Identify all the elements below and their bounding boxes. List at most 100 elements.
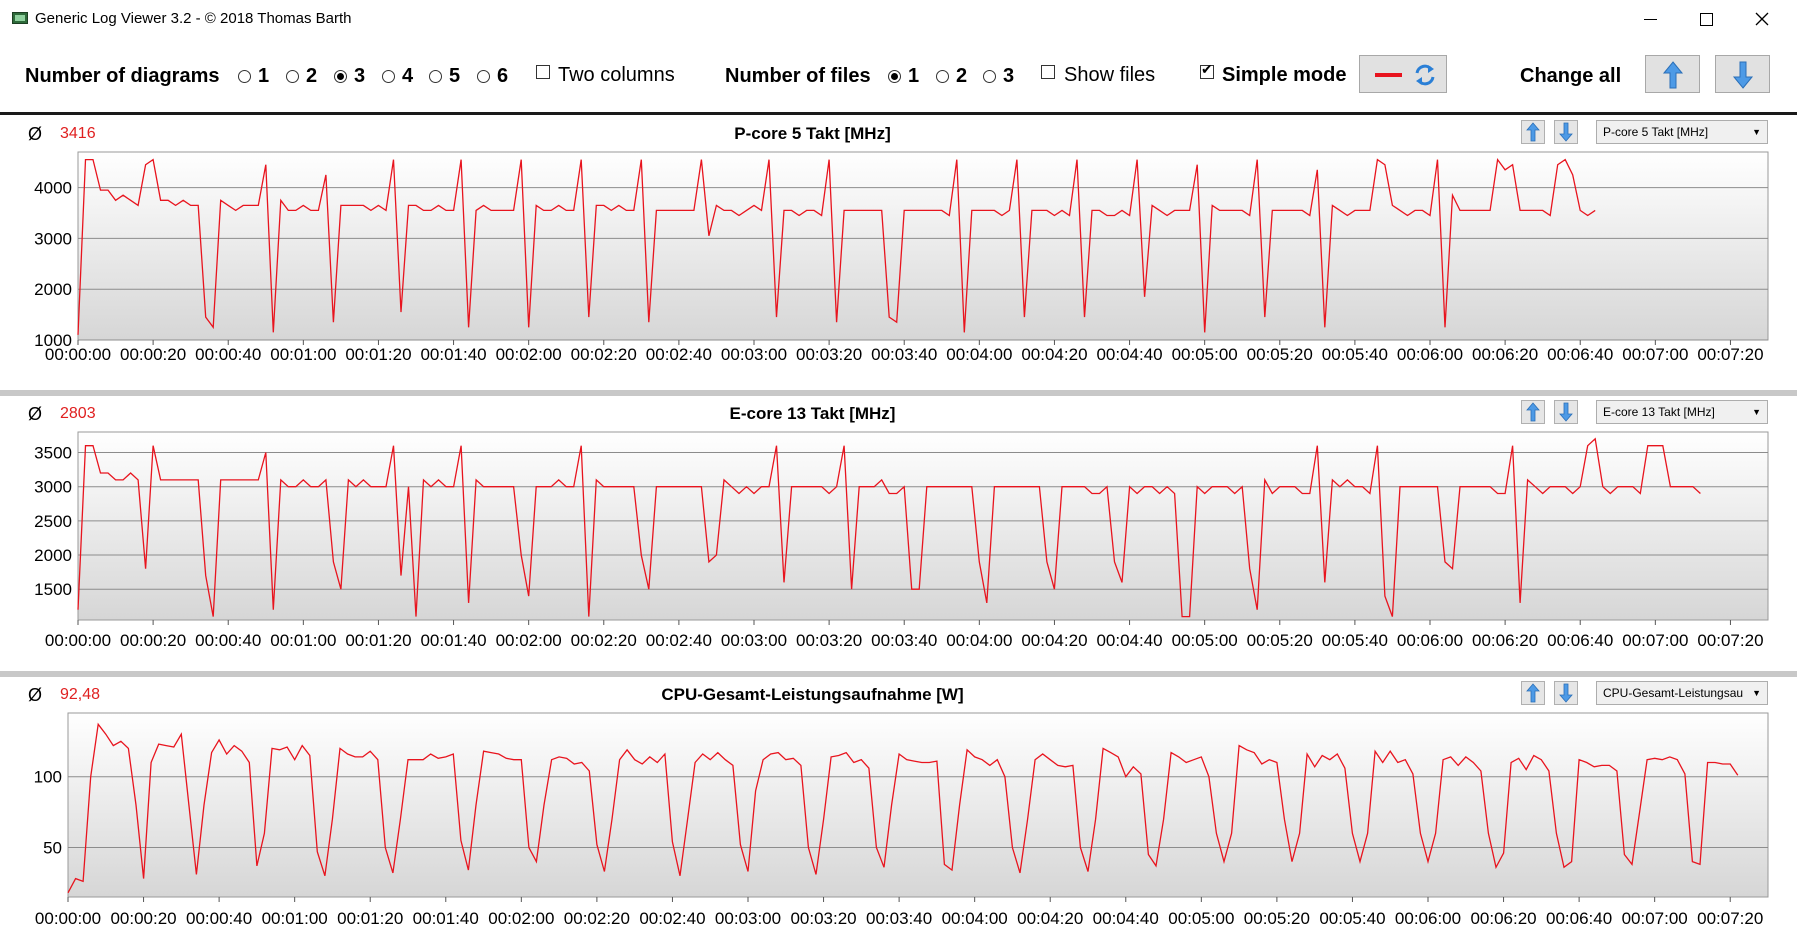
diagram-title: E-core 13 Takt [MHz] [729, 404, 896, 423]
file-radio-1-label: 1 [908, 65, 920, 87]
show-files-label: Show files [1064, 64, 1156, 86]
diagram-panel-1: Ø 3416 P-core 5 Takt [MHz] P-core 5 Takt… [0, 116, 1797, 390]
maximize-icon [1699, 12, 1713, 26]
minimize-button[interactable] [1622, 0, 1678, 38]
simple-mode-checkbox[interactable] [1200, 62, 1214, 79]
x-tick-label: 00:02:00 [496, 631, 562, 650]
chart-e-core-13: 1500 2000 2500 3000 3500 00:00:00 00:00:20 00:0… [34, 431, 1769, 650]
file-radio-1[interactable] [888, 70, 901, 83]
arrow-down-icon [1559, 122, 1573, 142]
x-tick-label: 00:06:40 [1546, 909, 1612, 928]
y-tick-label: 1000 [34, 331, 72, 350]
move-up-button[interactable] [1521, 400, 1545, 424]
close-button[interactable] [1734, 0, 1790, 38]
diagram-radio-2[interactable] [286, 70, 299, 83]
simple-mode-label: Simple mode [1222, 64, 1347, 86]
diagram-title: CPU-Gesamt-Leistungsaufnahme [W] [661, 685, 964, 704]
change-all-label: Change all [1520, 65, 1622, 87]
average-value: 92,48 [60, 686, 101, 703]
close-icon [1755, 12, 1769, 26]
move-up-button[interactable] [1521, 681, 1545, 705]
x-tick-label: 00:02:00 [496, 345, 562, 364]
x-tick-label: 00:07:00 [1622, 631, 1688, 650]
diagram-radio-6-label: 6 [497, 65, 509, 87]
series-line [77, 437, 1701, 618]
arrow-up-icon [1526, 122, 1540, 142]
toolbar-divider [0, 112, 1797, 115]
x-tick-label: 00:01:00 [270, 631, 336, 650]
x-tick-label: 00:04:20 [1017, 909, 1083, 928]
show-files-checkbox[interactable] [1041, 65, 1055, 79]
x-tick-label: 00:01:40 [413, 909, 479, 928]
x-tick-label: 00:04:20 [1021, 345, 1087, 364]
diagram-radio-3[interactable] [334, 70, 347, 83]
series-line [67, 722, 1739, 894]
file-radio-3[interactable] [983, 70, 996, 83]
x-tick-label: 00:00:40 [195, 345, 261, 364]
x-tick-label: 00:07:20 [1697, 345, 1763, 364]
y-tick-label: 100 [34, 768, 62, 787]
line-style-button[interactable] [1359, 55, 1447, 93]
x-tick-label: 00:07:00 [1622, 345, 1688, 364]
channel-select[interactable]: P-core 5 Takt [MHz] ▼ [1596, 120, 1768, 144]
x-tick-label: 00:01:20 [345, 345, 411, 364]
x-tick-label: 00:00:20 [110, 909, 176, 928]
diagram-title: P-core 5 Takt [MHz] [734, 124, 891, 143]
x-tick-label: 00:06:20 [1472, 631, 1538, 650]
x-tick-label: 00:06:00 [1395, 909, 1461, 928]
x-tick-label: 00:00:40 [186, 909, 252, 928]
move-down-button[interactable] [1554, 681, 1578, 705]
diagram-radio-4-label: 4 [402, 65, 414, 87]
maximize-button[interactable] [1678, 0, 1734, 38]
x-tick-label: 00:02:40 [639, 909, 705, 928]
move-down-button[interactable] [1554, 400, 1578, 424]
diagram-radio-5[interactable] [429, 70, 442, 83]
minimize-icon [1643, 18, 1657, 20]
file-radio-2[interactable] [936, 70, 949, 83]
diagram-radio-6[interactable] [477, 70, 490, 83]
two-columns-label: Two columns [558, 64, 675, 86]
x-tick-label: 00:06:00 [1397, 631, 1463, 650]
panel-separator [0, 390, 1797, 396]
x-tick-label: 00:04:40 [1093, 909, 1159, 928]
x-tick-label: 00:03:40 [871, 631, 937, 650]
x-tick-label: 00:05:20 [1247, 345, 1313, 364]
y-tick-label: 50 [43, 838, 62, 857]
x-tick-label: 00:06:40 [1547, 345, 1613, 364]
chevron-down-icon: ▼ [1752, 127, 1761, 137]
x-tick-label: 00:03:20 [790, 909, 856, 928]
arrow-up-icon [1526, 683, 1540, 703]
x-tick-label: 00:01:00 [262, 909, 328, 928]
x-tick-label: 00:05:00 [1168, 909, 1234, 928]
x-tick-label: 00:00:00 [45, 631, 111, 650]
x-tick-label: 00:00:20 [120, 345, 186, 364]
x-tick-label: 00:03:20 [796, 631, 862, 650]
average-symbol: Ø [28, 124, 43, 144]
red-line-icon [1375, 73, 1402, 77]
change-all-down-button[interactable] [1715, 55, 1770, 93]
move-up-button[interactable] [1521, 120, 1545, 144]
x-tick-label: 00:03:40 [866, 909, 932, 928]
x-tick-label: 00:00:20 [120, 631, 186, 650]
x-tick-label: 00:02:40 [646, 345, 712, 364]
x-tick-label: 00:07:20 [1697, 631, 1763, 650]
average-value: 3416 [60, 125, 96, 142]
x-tick-label: 00:03:40 [871, 345, 937, 364]
y-tick-label: 2000 [34, 280, 72, 299]
file-radio-2-label: 2 [956, 65, 968, 87]
diagram-radio-1[interactable] [238, 70, 251, 83]
x-tick-label: 00:04:00 [946, 345, 1012, 364]
window-title: Generic Log Viewer 3.2 - © 2018 Thomas B… [35, 10, 352, 27]
diagram-radio-4[interactable] [382, 70, 395, 83]
change-all-up-button[interactable] [1645, 55, 1700, 93]
move-down-button[interactable] [1554, 120, 1578, 144]
panel-separator [0, 671, 1797, 677]
channel-select[interactable]: E-core 13 Takt [MHz] ▼ [1596, 400, 1768, 424]
x-tick-label: 00:05:20 [1247, 631, 1313, 650]
x-tick-label: 00:01:40 [420, 345, 486, 364]
y-tick-label: 2000 [34, 546, 72, 565]
x-tick-label: 00:06:20 [1470, 909, 1536, 928]
x-tick-label: 00:02:20 [571, 345, 637, 364]
channel-select[interactable]: CPU-Gesamt-Leistungsau ▼ [1596, 681, 1768, 705]
two-columns-checkbox[interactable] [536, 65, 550, 79]
